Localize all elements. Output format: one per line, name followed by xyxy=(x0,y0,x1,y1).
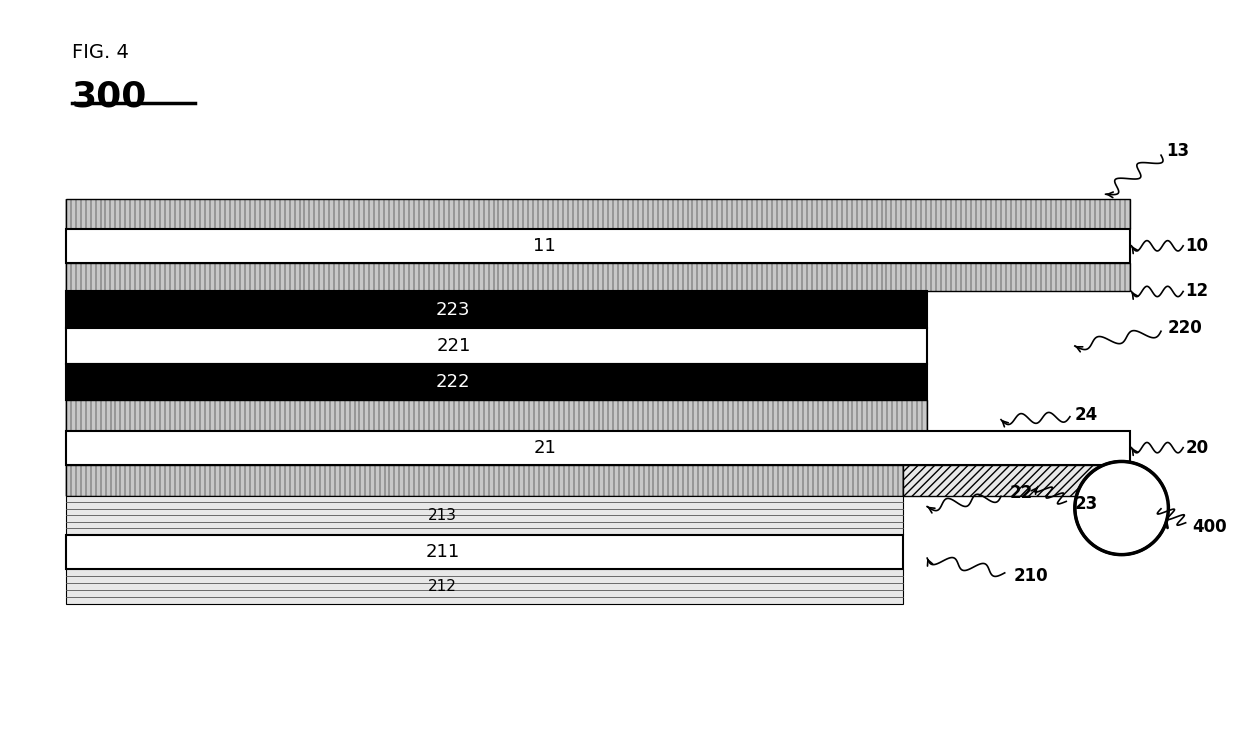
Bar xyxy=(66,431,1130,465)
Text: 220: 220 xyxy=(1167,320,1202,337)
Bar xyxy=(66,200,1130,229)
Bar xyxy=(66,364,928,401)
Bar xyxy=(66,535,903,569)
Text: 20: 20 xyxy=(1185,439,1209,457)
Text: 211: 211 xyxy=(425,543,459,561)
Text: 23: 23 xyxy=(1075,495,1099,513)
Text: 213: 213 xyxy=(428,507,456,522)
Text: 10: 10 xyxy=(1185,237,1209,255)
Text: FIG. 4: FIG. 4 xyxy=(72,42,129,62)
Bar xyxy=(66,465,903,495)
Bar xyxy=(903,465,1130,495)
Text: 21: 21 xyxy=(533,439,557,457)
Bar xyxy=(66,401,928,431)
Bar xyxy=(66,495,903,535)
Text: 24: 24 xyxy=(1075,406,1099,424)
Text: 13: 13 xyxy=(1166,142,1189,160)
Bar xyxy=(66,264,1130,291)
Text: 210: 210 xyxy=(1013,567,1048,585)
Bar xyxy=(66,291,928,329)
Bar xyxy=(66,329,928,364)
Text: 212: 212 xyxy=(428,579,456,594)
Text: 400: 400 xyxy=(1192,519,1226,536)
Text: 22: 22 xyxy=(1009,484,1033,501)
Text: 222: 222 xyxy=(436,373,471,391)
Text: 11: 11 xyxy=(533,237,556,255)
Ellipse shape xyxy=(1075,461,1168,554)
Text: 300: 300 xyxy=(72,79,148,113)
Text: 12: 12 xyxy=(1185,282,1209,300)
Text: 223: 223 xyxy=(436,301,471,319)
Text: 221: 221 xyxy=(436,337,470,355)
Bar xyxy=(66,229,1130,264)
Bar xyxy=(66,569,903,603)
